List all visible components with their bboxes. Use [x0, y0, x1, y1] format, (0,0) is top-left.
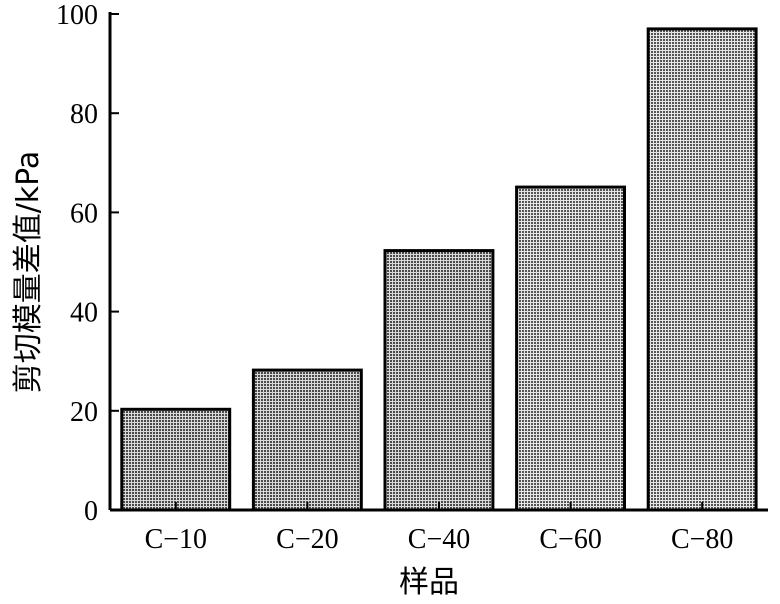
x-axis-title: 样品 — [399, 565, 459, 600]
x-tick-label: C−80 — [671, 524, 733, 555]
y-tick-label: 80 — [70, 99, 98, 130]
x-tick-label: C−40 — [408, 524, 470, 555]
bar-4 — [515, 185, 626, 512]
y-tick-label: 60 — [70, 198, 98, 229]
bar-3 — [383, 249, 495, 512]
axes-group: C−10 C−20 C−40 C−60 C−80 0 20 40 60 80 100 — [56, 0, 768, 555]
y-tick-label: 0 — [84, 496, 98, 527]
bar-1 — [120, 407, 232, 512]
x-tick-label: C−60 — [539, 524, 601, 555]
x-tick-label: C−10 — [145, 524, 207, 555]
y-tick-label: 20 — [70, 397, 98, 428]
bar-2 — [251, 368, 363, 512]
bars-group — [120, 27, 758, 512]
y-tick-label: 40 — [70, 298, 98, 329]
y-tick-label: 100 — [56, 0, 98, 31]
bar-5 — [646, 27, 758, 512]
y-axis-title: 剪切模量差值/kPa — [11, 151, 46, 394]
x-tick-label: C−20 — [276, 524, 338, 555]
